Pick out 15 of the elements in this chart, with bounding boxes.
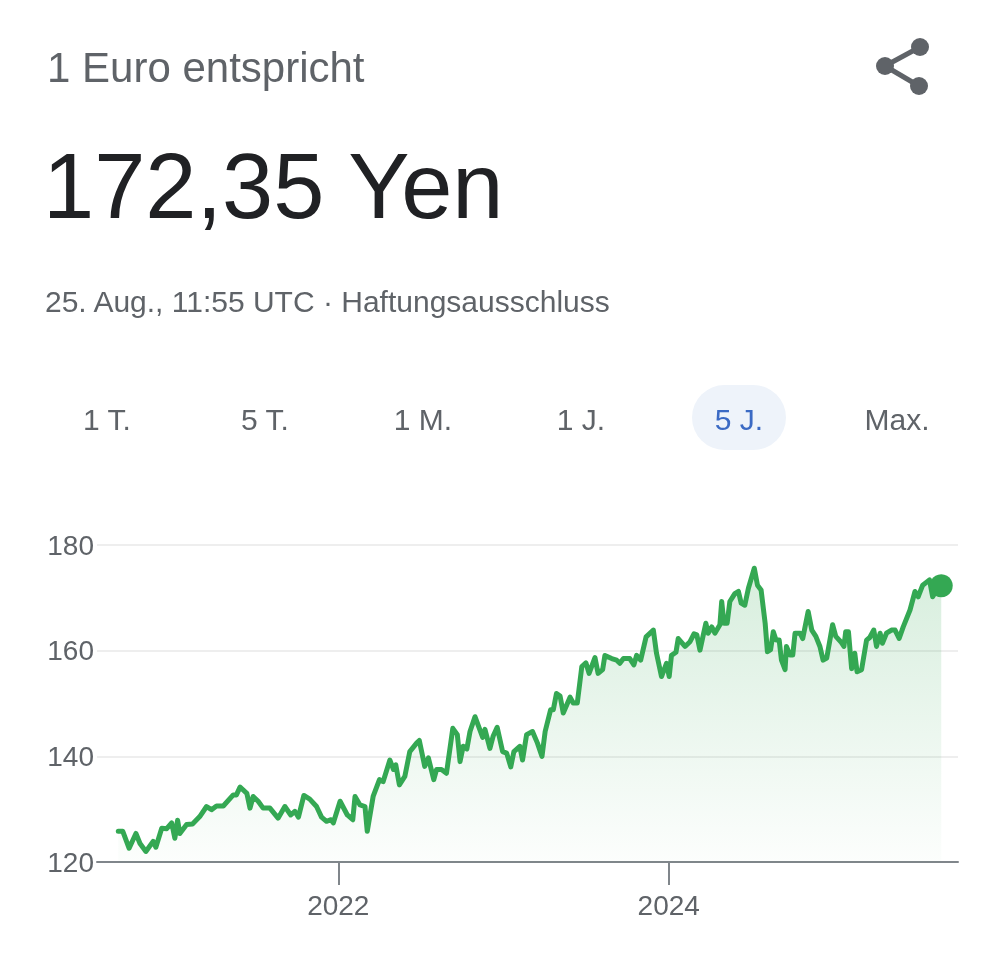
x-tick-label: 2022 <box>307 889 370 921</box>
x-tick-label: 2024 <box>637 889 700 921</box>
chart-subtitle: 172,35 Yen <box>43 135 504 237</box>
text: Max. <box>864 403 930 436</box>
text: 5 J. <box>714 403 764 436</box>
text: 1 T. <box>83 403 131 436</box>
y-tick-label: 160 <box>47 635 94 667</box>
text: 1 J. <box>556 403 606 436</box>
text: 1 M. <box>393 403 453 436</box>
chart-title: 1 Euro entspricht <box>47 44 365 91</box>
y-tick-label: 120 <box>47 846 94 878</box>
y-tick-label: 180 <box>47 529 94 561</box>
text: 5 T. <box>241 403 289 436</box>
y-tick-label: 140 <box>47 740 94 772</box>
text: 25. Aug., 11:55 UTC · Haftungsausschluss <box>45 285 610 318</box>
